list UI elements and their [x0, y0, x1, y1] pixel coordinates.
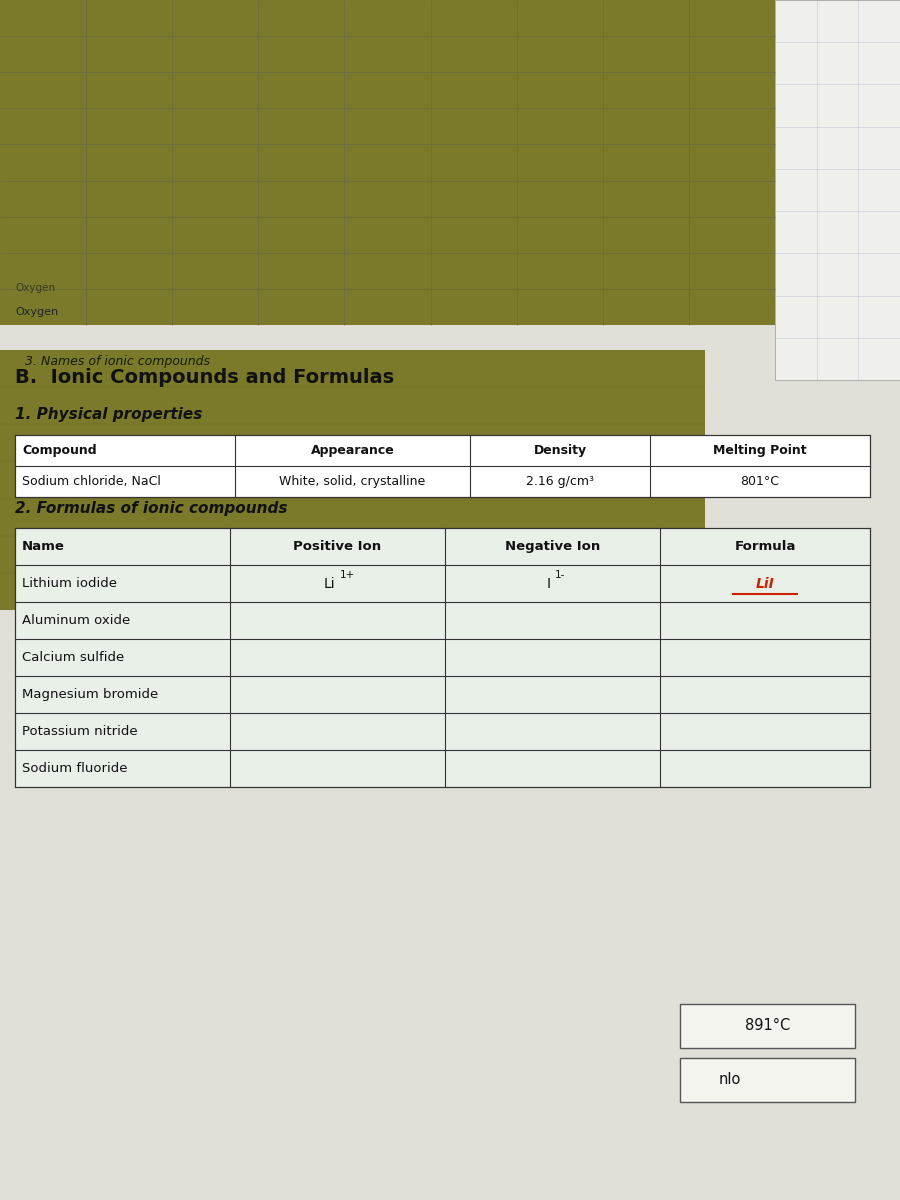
Text: LiI: LiI — [756, 576, 774, 590]
FancyBboxPatch shape — [0, 350, 705, 610]
Text: 2. Formulas of ionic compounds: 2. Formulas of ionic compounds — [15, 500, 287, 516]
FancyBboxPatch shape — [15, 528, 870, 787]
Text: I: I — [546, 576, 551, 590]
Text: Oxygen: Oxygen — [15, 307, 58, 317]
Text: 891°C: 891°C — [745, 1019, 790, 1033]
Text: Aluminum oxide: Aluminum oxide — [22, 614, 130, 626]
Text: 1. Physical properties: 1. Physical properties — [15, 408, 203, 422]
Text: 3. Names of ionic compounds: 3. Names of ionic compounds — [25, 355, 210, 368]
Text: Calcium sulfide: Calcium sulfide — [22, 650, 124, 664]
FancyBboxPatch shape — [0, 0, 775, 325]
Text: Appearance: Appearance — [310, 444, 394, 457]
Text: Oxygen: Oxygen — [15, 283, 55, 293]
Text: Sodium fluoride: Sodium fluoride — [22, 762, 128, 775]
FancyBboxPatch shape — [15, 434, 870, 497]
Text: 801°C: 801°C — [741, 475, 779, 488]
Text: 1-: 1- — [554, 570, 565, 580]
Text: Name: Name — [22, 540, 65, 553]
Text: Li: Li — [324, 576, 336, 590]
Text: White, solid, crystalline: White, solid, crystalline — [279, 475, 426, 488]
FancyBboxPatch shape — [775, 0, 900, 380]
Text: nlo: nlo — [719, 1073, 742, 1087]
Text: B.  Ionic Compounds and Formulas: B. Ionic Compounds and Formulas — [15, 368, 394, 388]
Text: 2.16 g/cm³: 2.16 g/cm³ — [526, 475, 594, 488]
Text: Formula: Formula — [734, 540, 796, 553]
Text: Lithium iodide: Lithium iodide — [22, 577, 117, 590]
Text: Compound: Compound — [22, 444, 96, 457]
Text: Sodium chloride, NaCl: Sodium chloride, NaCl — [22, 475, 161, 488]
FancyBboxPatch shape — [680, 1058, 855, 1102]
FancyBboxPatch shape — [680, 1004, 855, 1048]
Text: Magnesium bromide: Magnesium bromide — [22, 688, 158, 701]
Text: Potassium nitride: Potassium nitride — [22, 725, 138, 738]
Text: Negative Ion: Negative Ion — [505, 540, 600, 553]
Text: Density: Density — [534, 444, 587, 457]
Text: Melting Point: Melting Point — [713, 444, 806, 457]
Text: 1+: 1+ — [339, 570, 355, 580]
Text: Positive Ion: Positive Ion — [293, 540, 382, 553]
